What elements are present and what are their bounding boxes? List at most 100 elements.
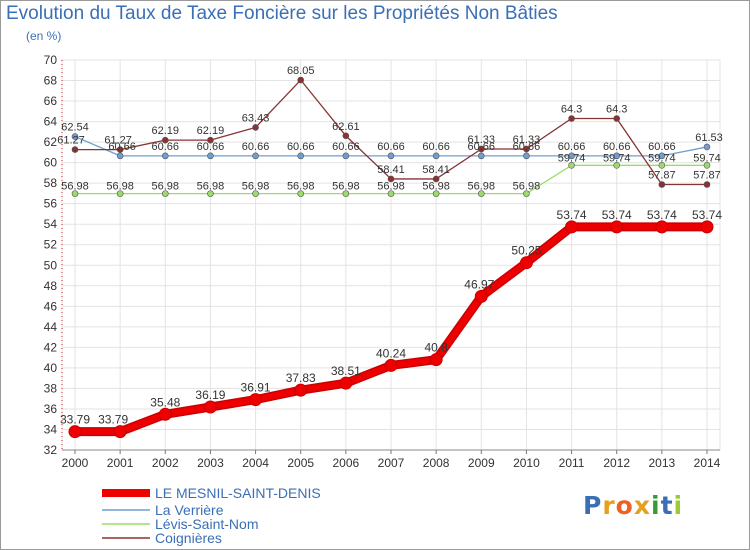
y-tick-label: 44 — [44, 320, 58, 334]
data-point — [342, 132, 350, 140]
data-point — [568, 152, 575, 160]
data-label: 56.98 — [106, 181, 134, 193]
y-tick-label: 58 — [44, 176, 58, 190]
data-point — [207, 190, 214, 197]
data-label: 59.74 — [648, 152, 676, 164]
data-point — [429, 353, 443, 367]
data-label: 37.83 — [286, 371, 316, 385]
y-tick-label: 50 — [44, 258, 58, 272]
data-point — [523, 190, 530, 197]
y-tick-label: 40 — [44, 361, 58, 375]
data-label: 58.41 — [377, 164, 405, 176]
data-label: 33.79 — [98, 413, 128, 427]
data-point — [116, 146, 124, 153]
data-point — [523, 145, 530, 153]
data-point — [158, 407, 172, 421]
data-label: 60.66 — [287, 141, 315, 153]
data-point — [203, 400, 217, 414]
data-label: 57.87 — [693, 169, 721, 181]
x-tick-label: 2004 — [242, 456, 269, 470]
data-label: 36.19 — [195, 388, 225, 402]
data-point — [249, 393, 263, 407]
y-tick-label: 54 — [44, 217, 58, 231]
data-label: 58.41 — [422, 164, 450, 176]
x-tick-label: 2012 — [603, 456, 630, 470]
data-point — [613, 162, 621, 169]
data-point — [432, 152, 440, 160]
data-label: 59.74 — [693, 152, 721, 164]
data-label: 60.66 — [648, 141, 676, 153]
data-label: 56.98 — [468, 181, 496, 193]
data-point — [519, 256, 533, 270]
data-point — [474, 289, 488, 303]
data-point — [342, 190, 350, 197]
data-label: 62.61 — [332, 121, 360, 133]
proxiti-logo: Proxiti — [583, 491, 684, 520]
data-label: 60.66 — [422, 141, 450, 153]
data-label: 60.66 — [242, 141, 270, 153]
data-label: 33.79 — [60, 413, 90, 427]
y-tick-label: 38 — [44, 381, 58, 395]
data-label: 60.66 — [558, 141, 586, 153]
data-label: 60.66 — [332, 141, 360, 153]
data-label: 61.53 — [695, 132, 723, 144]
data-point — [703, 162, 711, 169]
x-tick-label: 2000 — [62, 456, 89, 470]
data-label: 62.19 — [197, 125, 225, 137]
data-point — [700, 220, 714, 234]
x-tick-label: 2014 — [694, 456, 721, 470]
data-point — [655, 220, 669, 234]
data-point — [477, 145, 485, 153]
data-label: 59.74 — [558, 152, 586, 164]
data-label: 56.98 — [422, 181, 450, 193]
series-l-vis-saint-nom — [71, 162, 711, 197]
y-tick-label: 70 — [44, 53, 58, 67]
data-point — [252, 190, 259, 197]
data-label: 36.91 — [241, 381, 271, 395]
x-tick-label: 2011 — [559, 456, 585, 470]
x-tick-label: 2006 — [333, 456, 360, 470]
x-tick-label: 2003 — [197, 456, 224, 470]
y-tick-label: 64 — [44, 115, 58, 129]
data-point — [71, 133, 79, 140]
data-label: 56.98 — [513, 181, 541, 193]
data-label: 60.66 — [197, 141, 225, 153]
data-label: 40.24 — [376, 346, 406, 360]
data-point — [432, 190, 440, 197]
data-point — [71, 146, 79, 153]
y-tick-label: 46 — [44, 299, 58, 313]
data-label: 53.74 — [647, 208, 677, 222]
data-point — [477, 152, 485, 160]
series-layer — [68, 76, 714, 439]
x-tick-label: 2005 — [287, 456, 314, 470]
y-tick-label: 48 — [44, 279, 58, 293]
x-tick-label: 2007 — [378, 456, 405, 470]
legend-label: Coignières — [155, 530, 222, 546]
data-point — [658, 162, 666, 169]
data-point — [658, 181, 666, 188]
data-label: 46.97 — [464, 277, 494, 291]
data-point — [432, 175, 440, 183]
data-label: 62.19 — [152, 125, 180, 137]
data-point — [252, 124, 259, 131]
data-label: 60.66 — [513, 141, 541, 153]
data-label: 35.48 — [150, 395, 180, 409]
data-label: 64.3 — [606, 104, 627, 116]
data-point — [207, 136, 214, 144]
y-tick-label: 66 — [44, 94, 58, 108]
y-tick-label: 68 — [44, 74, 58, 88]
data-label: 62.54 — [61, 122, 89, 134]
data-label: 61.33 — [468, 134, 496, 146]
x-tick-label: 2010 — [513, 456, 540, 470]
data-point — [610, 220, 624, 234]
data-label: 56.98 — [332, 181, 360, 193]
data-label: 60.66 — [108, 141, 136, 153]
x-tick-label: 2001 — [107, 456, 134, 470]
chart-title: Evolution du Taux de Taxe Foncière sur l… — [6, 3, 558, 24]
data-point — [703, 181, 711, 188]
x-tick-label: 2009 — [468, 456, 495, 470]
data-point — [384, 358, 398, 372]
data-label: 63.43 — [242, 112, 270, 124]
